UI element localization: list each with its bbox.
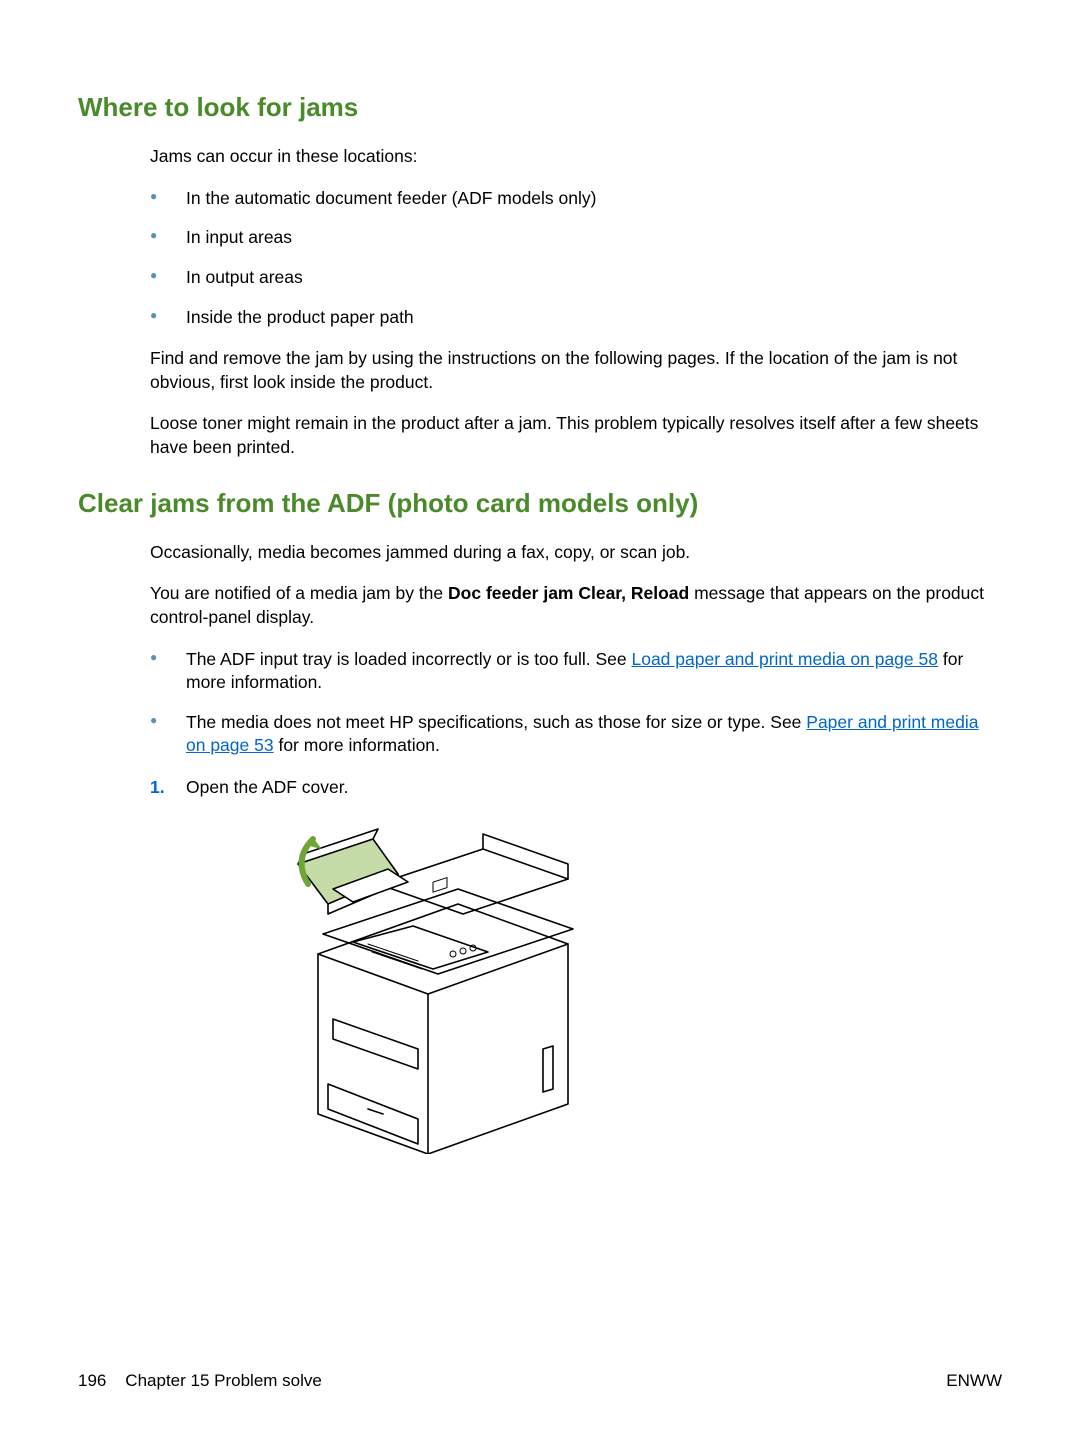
printer-svg-icon: [258, 814, 608, 1154]
footer-chapter: Chapter 15 Problem solve: [125, 1371, 322, 1390]
section1-body: Jams can occur in these locations: In th…: [150, 145, 1002, 460]
section2-para1: Occasionally, media becomes jammed durin…: [150, 541, 1002, 565]
section2-heading: Clear jams from the ADF (photo card mode…: [78, 488, 1002, 519]
step-1: 1. Open the ADF cover.: [150, 776, 1002, 800]
bullet-item: In output areas: [150, 266, 1002, 290]
footer-page-number: 196: [78, 1371, 106, 1390]
section1-intro: Jams can occur in these locations:: [150, 145, 1002, 169]
document-page: Where to look for jams Jams can occur in…: [0, 0, 1080, 1437]
step-text: Open the ADF cover.: [186, 776, 348, 800]
bullet-item: In input areas: [150, 226, 1002, 250]
bullet-item: The media does not meet HP specification…: [150, 711, 1002, 758]
section2-body: Occasionally, media becomes jammed durin…: [150, 541, 1002, 1154]
bullet1-pre: The ADF input tray is loaded incorrectly…: [186, 649, 631, 669]
printer-illustration: [258, 814, 608, 1154]
bullet-item: The ADF input tray is loaded incorrectly…: [150, 648, 1002, 695]
para2-pre: You are notified of a media jam by the: [150, 583, 448, 603]
section1-para2: Loose toner might remain in the product …: [150, 412, 1002, 459]
bullet-item: In the automatic document feeder (ADF mo…: [150, 187, 1002, 211]
link-load-paper[interactable]: Load paper and print media on page 58: [631, 649, 938, 669]
section1-heading: Where to look for jams: [78, 92, 1002, 123]
section1-bullet-list: In the automatic document feeder (ADF mo…: [150, 187, 1002, 330]
page-footer: 196 Chapter 15 Problem solve ENWW: [78, 1371, 1002, 1391]
step-number: 1.: [150, 776, 186, 800]
bullet2-pre: The media does not meet HP specification…: [186, 712, 806, 732]
para2-bold: Doc feeder jam Clear, Reload: [448, 583, 689, 603]
bullet2-post: for more information.: [274, 735, 440, 755]
footer-right: ENWW: [946, 1371, 1002, 1391]
footer-left: 196 Chapter 15 Problem solve: [78, 1371, 322, 1391]
numbered-steps: 1. Open the ADF cover.: [150, 776, 1002, 800]
section2-para2: You are notified of a media jam by the D…: [150, 582, 1002, 629]
bullet-item: Inside the product paper path: [150, 306, 1002, 330]
section2-bullet-list: The ADF input tray is loaded incorrectly…: [150, 648, 1002, 759]
section1-para1: Find and remove the jam by using the ins…: [150, 347, 1002, 394]
